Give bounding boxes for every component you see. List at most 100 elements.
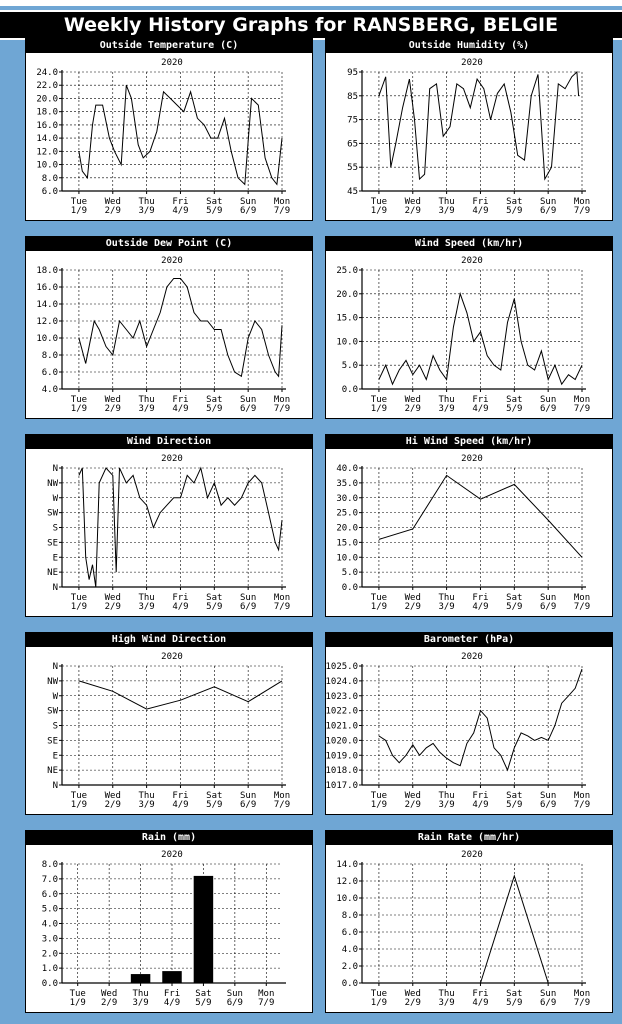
chart-title: Outside Temperature (C) (26, 39, 312, 53)
chart-title: Outside Humidity (%) (326, 39, 612, 53)
x-tick-label-date: 6/9 (540, 998, 556, 1008)
chart-panel-outside-temperature: Outside Temperature (C) 2020 6.0 8.0 10.0 12… (25, 38, 313, 221)
x-tick-label-date: 4/9 (172, 206, 188, 216)
y-tick-label: 7.0 (42, 875, 58, 885)
y-tick-label: 1023.0 (326, 692, 358, 702)
x-tick-label-date: 3/9 (438, 602, 454, 612)
y-tick-label: 20.0 (336, 290, 358, 300)
x-tick-label-day: Mon (574, 593, 590, 603)
chart-title: Rain (mm) (26, 831, 312, 845)
chart-title: Hi Wind Speed (km/hr) (326, 435, 612, 449)
x-tick-label-date: 7/9 (274, 206, 290, 216)
y-tick-label: SW (47, 707, 58, 717)
x-tick-label-date: 2/9 (405, 404, 421, 414)
chart-subtitle: 2020 (161, 850, 183, 860)
series-line (78, 278, 283, 378)
x-tick-label-date: 7/9 (274, 602, 290, 612)
y-tick-label: 55 (347, 163, 358, 173)
chart-title: Barometer (hPa) (326, 633, 612, 647)
x-tick-label-day: Sun (540, 989, 556, 999)
x-tick-label-day: Tue (70, 989, 86, 999)
y-tick-label: 65 (347, 139, 358, 149)
chart-subtitle: 2020 (161, 58, 183, 68)
chart-panel-rain-rate: Rain Rate (mm/hr) 2020 0.0 2.0 4.0 6.0 8.0 10.… (325, 830, 613, 1013)
x-tick-label-day: Fri (472, 395, 488, 405)
x-tick-label-day: Mon (574, 197, 590, 207)
y-tick-label: 12.0 (336, 877, 358, 887)
series-line (378, 70, 580, 181)
y-tick-label: 1020.0 (326, 736, 358, 746)
y-tick-label: 1022.0 (326, 707, 358, 717)
x-tick-label-day: Sun (240, 791, 256, 801)
x-tick-label-date: 6/9 (540, 800, 556, 810)
y-tick-label: 10.0 (336, 894, 358, 904)
x-tick-label-day: Tue (371, 197, 387, 207)
x-tick-label-date: 5/9 (506, 206, 522, 216)
x-tick-label-date: 7/9 (574, 206, 590, 216)
x-tick-label-day: Wed (405, 989, 421, 999)
x-tick-label-day: Fri (172, 395, 188, 405)
x-tick-label-day: Wed (105, 791, 121, 801)
x-tick-label-day: Thu (138, 197, 154, 207)
x-tick-label-date: 1/9 (71, 404, 87, 414)
y-tick-label: 20.0 (336, 524, 358, 534)
y-tick-label: 0.0 (342, 385, 358, 395)
y-tick-label: NE (47, 568, 58, 578)
y-tick-label: E (53, 553, 58, 563)
y-tick-label: 0.0 (42, 979, 58, 989)
y-tick-label: 10.0 (36, 161, 58, 171)
y-tick-label: 6.0 (42, 890, 58, 900)
x-tick-label-date: 4/9 (172, 800, 188, 810)
x-tick-label-date: 3/9 (132, 998, 148, 1008)
x-tick-label-date: 3/9 (138, 602, 154, 612)
y-tick-label: W (53, 692, 59, 702)
y-tick-label: 14.0 (36, 300, 58, 310)
x-tick-label-day: Tue (71, 395, 87, 405)
chart-panel-rain: Rain (mm) 2020 0.0 1.0 2.0 3.0 4.0 5.0 6.0 7.0 8.… (25, 830, 313, 1013)
y-tick-label: 24.0 (36, 68, 58, 78)
x-tick-label-day: Sun (540, 791, 556, 801)
y-tick-label: 40.0 (336, 464, 358, 474)
bar (162, 971, 182, 983)
chart-panel-wind-direction: Wind Direction 2020 N NE E SE S SW W NW N Tue 1/9 We… (25, 434, 313, 617)
y-tick-label: 16.0 (36, 121, 58, 131)
x-tick-label-day: Sat (506, 197, 522, 207)
chart-title: Rain Rate (mm/hr) (326, 831, 612, 845)
chart-subtitle: 2020 (161, 652, 183, 662)
x-tick-label-day: Wed (105, 395, 121, 405)
x-tick-label-day: Mon (274, 593, 290, 603)
x-tick-label-date: 3/9 (438, 998, 454, 1008)
x-tick-label-date: 1/9 (371, 800, 387, 810)
x-tick-label-day: Sun (240, 593, 256, 603)
y-tick-label: 4.0 (42, 920, 58, 930)
y-tick-label: 14.0 (36, 134, 58, 144)
y-tick-label: 10.0 (336, 553, 358, 563)
x-tick-label-date: 7/9 (258, 998, 274, 1008)
y-tick-label: 0.0 (342, 979, 358, 989)
x-tick-label-day: Thu (438, 395, 454, 405)
y-tick-label: 14.0 (336, 860, 358, 870)
y-tick-label: 35.0 (336, 479, 358, 489)
x-tick-label-day: Sat (206, 791, 222, 801)
y-tick-label: 10.0 (36, 334, 58, 344)
y-tick-label: 4.0 (342, 945, 358, 955)
y-tick-label: N (53, 464, 58, 474)
y-tick-label: 8.0 (42, 351, 58, 361)
y-tick-label: 45 (347, 187, 358, 197)
chart-panel-high-wind-direction: High Wind Direction 2020 N NE E SE S SW W NW N Tue… (25, 632, 313, 815)
x-tick-label-date: 6/9 (240, 404, 256, 414)
y-tick-label: SW (47, 509, 58, 519)
chart-title: Wind Direction (26, 435, 312, 449)
y-tick-label: E (53, 751, 58, 761)
x-tick-label-day: Thu (438, 593, 454, 603)
x-tick-label-day: Sun (540, 593, 556, 603)
chart-title: High Wind Direction (26, 633, 312, 647)
x-tick-label-date: 3/9 (138, 404, 154, 414)
x-tick-label-day: Sat (206, 593, 222, 603)
chart-panel-outside-humidity: Outside Humidity (%) 2020 45 55 65 75 85 95 Tue… (325, 38, 613, 221)
x-tick-label-day: Fri (472, 791, 488, 801)
x-tick-label-date: 7/9 (574, 404, 590, 414)
